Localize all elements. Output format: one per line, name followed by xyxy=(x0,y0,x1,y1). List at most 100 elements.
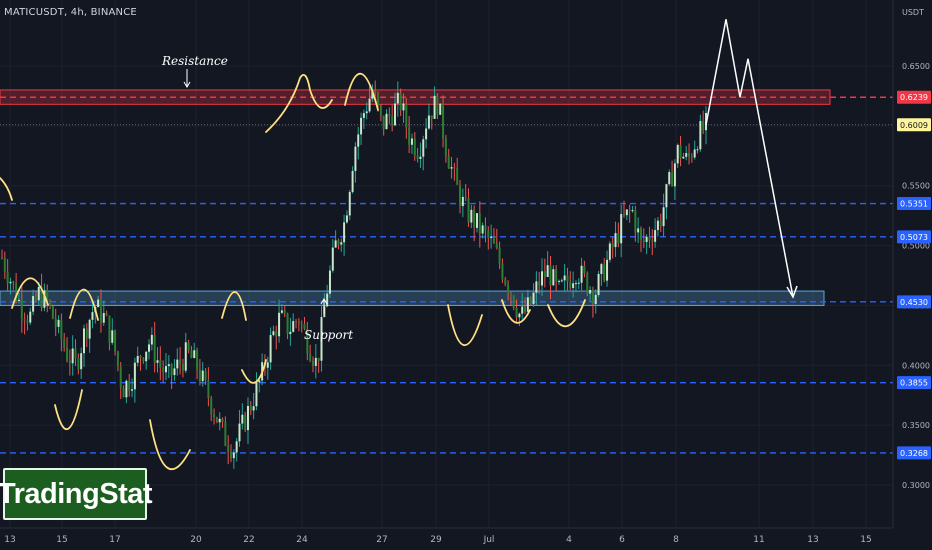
candle-body xyxy=(631,210,634,212)
candle-body xyxy=(198,369,201,382)
level-tag-0.5351: 0.5351 xyxy=(900,200,928,209)
time-tick-label: 11 xyxy=(753,535,764,545)
candle-body xyxy=(648,236,651,241)
candle-body xyxy=(29,311,32,323)
candle-body xyxy=(671,172,674,187)
candle-body xyxy=(196,350,199,370)
symbol-label: MATICUSDT, 4h, BINANCE xyxy=(4,7,137,18)
candle-body xyxy=(526,297,529,312)
resistance-arrow xyxy=(183,69,191,88)
level-tag-0.5351-bg xyxy=(897,197,931,211)
candle-body xyxy=(51,305,54,319)
candle-body xyxy=(320,317,323,361)
candle-body xyxy=(351,170,354,193)
candle-body xyxy=(459,184,462,207)
candle-body xyxy=(20,299,23,319)
candle-body xyxy=(557,280,560,282)
candle-body xyxy=(343,222,346,243)
candle-body xyxy=(436,95,439,115)
candle-body xyxy=(357,134,360,147)
candle-body xyxy=(521,306,524,314)
candle-body xyxy=(125,380,128,398)
candle-body xyxy=(235,441,238,453)
candle-body xyxy=(651,240,654,242)
candle-body xyxy=(82,328,85,354)
candle-body xyxy=(402,103,405,111)
candle-body xyxy=(518,313,521,318)
candle-body xyxy=(145,351,148,362)
candle-body xyxy=(360,117,363,135)
candle-body xyxy=(470,209,473,223)
candle-body xyxy=(529,297,532,305)
candle-body xyxy=(374,90,377,93)
candle-body xyxy=(49,301,52,306)
candle-body xyxy=(244,414,247,431)
candle-body xyxy=(410,138,413,145)
candle-body xyxy=(654,230,657,242)
candle-body xyxy=(201,370,204,382)
pattern-arc xyxy=(69,288,99,321)
candle-body xyxy=(119,366,122,388)
candle-body xyxy=(128,380,131,391)
price-axis-unit: USDT xyxy=(902,8,924,17)
level-tag-0.5073-bg xyxy=(897,230,931,244)
candle-body xyxy=(334,240,337,248)
candle-body xyxy=(23,318,26,321)
candle-body xyxy=(9,281,12,284)
candle-body xyxy=(662,207,665,227)
candle-body xyxy=(413,138,416,156)
candle-body xyxy=(286,313,289,335)
time-tick-label: 8 xyxy=(673,535,679,545)
candle-body xyxy=(617,233,620,244)
candle-body xyxy=(85,328,88,339)
candle-body xyxy=(184,342,187,371)
candle-body xyxy=(275,331,278,337)
level-tag-0.6239: 0.6239 xyxy=(900,93,928,102)
candle-body xyxy=(620,214,623,244)
candle-body xyxy=(204,370,207,380)
candle-body xyxy=(365,111,368,114)
candle-body xyxy=(224,421,227,446)
candle-body xyxy=(393,103,396,126)
candle-body xyxy=(340,242,343,245)
time-tick-label: 15 xyxy=(56,535,67,545)
candle-body xyxy=(673,163,676,187)
candle-body xyxy=(688,153,691,157)
candle-body xyxy=(207,379,210,399)
candle-body xyxy=(12,281,15,283)
price-tick-label: 0.5500 xyxy=(902,182,930,191)
current-price-tag: 0.6009 xyxy=(900,121,928,130)
candle-body xyxy=(317,357,320,361)
candle-body xyxy=(507,284,510,294)
candle-body xyxy=(484,225,487,231)
candle-body xyxy=(702,121,705,131)
candle-body xyxy=(54,318,57,327)
candle-body xyxy=(190,350,193,358)
time-tick-label: 4 xyxy=(566,535,572,545)
candle-body xyxy=(586,273,589,294)
candle-body xyxy=(546,265,549,277)
candle-body xyxy=(645,236,648,243)
candle-body xyxy=(501,263,504,280)
candle-body xyxy=(227,445,230,452)
candle-body xyxy=(371,90,374,99)
level-tag-0.6239-bg xyxy=(897,90,931,104)
candle-body xyxy=(179,359,182,365)
candle-body xyxy=(450,167,453,169)
candle-body xyxy=(642,239,645,243)
candle-body xyxy=(252,406,255,411)
level-tag-0.3855: 0.3855 xyxy=(900,379,928,388)
candle-body xyxy=(37,287,40,301)
candle-body xyxy=(442,103,445,139)
pattern-arc xyxy=(149,419,191,471)
candle-body xyxy=(543,271,546,277)
candle-body xyxy=(416,155,419,159)
candle-body xyxy=(433,95,436,119)
candle-body xyxy=(481,225,484,234)
candle-body xyxy=(563,275,566,281)
candle-body xyxy=(269,335,272,363)
candle-body xyxy=(399,92,402,111)
candle-body xyxy=(425,128,428,140)
candle-body xyxy=(656,220,659,231)
